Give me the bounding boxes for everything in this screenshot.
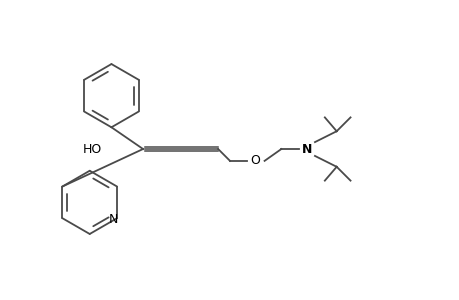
Text: N: N — [301, 142, 312, 155]
Text: N: N — [108, 213, 118, 226]
Text: HO: HO — [82, 142, 101, 155]
Text: O: O — [250, 154, 260, 167]
